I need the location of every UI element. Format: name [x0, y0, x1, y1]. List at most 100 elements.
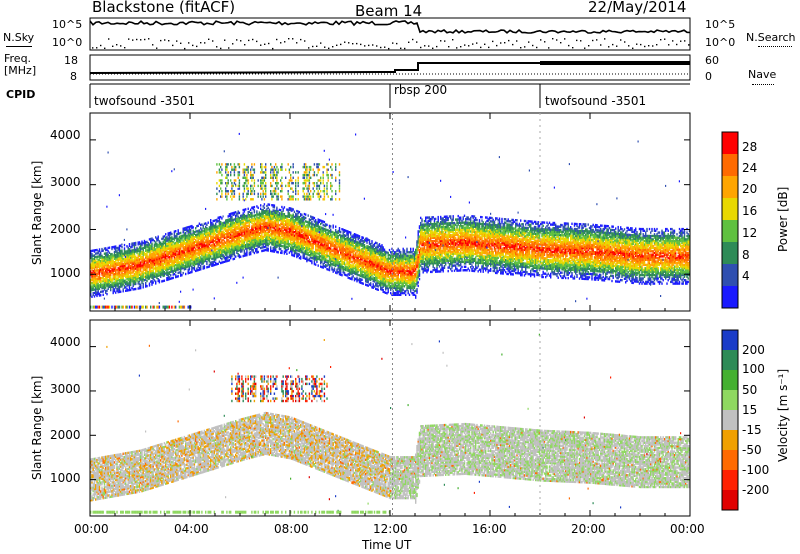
- power-cell: [323, 224, 324, 226]
- power-cell: [229, 240, 230, 242]
- power-cell: [324, 187, 325, 189]
- power-cell: [306, 224, 307, 226]
- power-cell: [200, 265, 201, 267]
- power-speck: [174, 168, 175, 170]
- power-cell: [261, 226, 262, 228]
- power-cell: [258, 213, 259, 215]
- power-cell: [244, 214, 245, 216]
- power-cell: [98, 269, 99, 271]
- power-cell: [318, 218, 319, 220]
- noise-search-dot: [572, 47, 573, 48]
- power-cell: [164, 280, 165, 282]
- power-cell: [149, 243, 150, 245]
- power-cell: [123, 258, 124, 260]
- power-cell: [290, 187, 291, 189]
- power-cell: [274, 193, 275, 195]
- power-cell: [281, 226, 282, 228]
- power-cell: [226, 166, 227, 168]
- power-cell: [314, 163, 315, 165]
- noise-search-dot: [484, 44, 485, 45]
- power-cell: [94, 292, 95, 294]
- power-cell: [271, 195, 272, 197]
- power-cell: [330, 185, 331, 187]
- power-cell: [144, 279, 145, 281]
- power-cell: [263, 250, 264, 252]
- power-cell: [295, 198, 296, 200]
- power-cell: [313, 251, 314, 253]
- power-cell: [278, 195, 279, 197]
- power-cell: [219, 216, 220, 218]
- power-cell: [193, 230, 194, 232]
- power-cell: [298, 193, 299, 195]
- power-cell: [318, 163, 319, 165]
- power-cell: [220, 195, 221, 197]
- power-cell: [130, 250, 131, 252]
- power-cell: [305, 225, 306, 227]
- power-cell: [319, 185, 320, 187]
- power-cell: [238, 231, 239, 233]
- power-speck: [293, 191, 294, 193]
- power-cell: [233, 195, 234, 197]
- power-cell: [169, 256, 170, 258]
- power-cell: [288, 209, 289, 211]
- noise-search-dot: [200, 42, 201, 43]
- noise-search-dot: [124, 47, 125, 48]
- power-cell: [143, 242, 144, 244]
- noise-search-dot: [604, 38, 605, 39]
- power-cell: [216, 234, 217, 236]
- power-cell: [109, 265, 110, 267]
- power-cell: [250, 219, 251, 221]
- power-cell: [200, 248, 201, 250]
- power-cell: [304, 171, 305, 173]
- power-cell: [105, 252, 106, 254]
- power-cell: [188, 306, 189, 309]
- power-cell: [269, 209, 270, 211]
- noise-search-dot: [640, 44, 641, 45]
- power-cell: [215, 245, 216, 247]
- power-cell: [156, 306, 157, 309]
- power-cell: [220, 179, 221, 181]
- power-cell: [271, 185, 272, 187]
- power-cell: [314, 190, 315, 192]
- power-cell: [223, 249, 224, 251]
- noise-search-dot: [520, 47, 521, 48]
- power-cell: [245, 244, 246, 246]
- power-cell: [168, 272, 169, 274]
- power-cell: [239, 212, 240, 214]
- power-cell: [306, 195, 307, 197]
- noise-search-dot: [336, 45, 337, 46]
- power-cell: [311, 216, 312, 218]
- power-cell: [246, 166, 247, 168]
- power-cell: [201, 258, 202, 260]
- noise-search-dot: [512, 44, 513, 45]
- power-cell: [211, 261, 212, 263]
- power-cell: [296, 213, 297, 215]
- power-cell: [239, 195, 240, 197]
- power-cell: [169, 276, 170, 278]
- power-cell: [279, 209, 280, 211]
- power-cell: [129, 243, 130, 245]
- power-cell: [208, 266, 209, 268]
- power-cell: [214, 240, 215, 242]
- power-cell: [114, 281, 115, 283]
- power-cell: [250, 177, 251, 179]
- noise-search-dot: [488, 47, 489, 48]
- noise-search-dot: [312, 46, 313, 47]
- power-cell: [151, 270, 152, 272]
- power-cell: [203, 230, 204, 232]
- power-cell: [178, 272, 179, 274]
- power-cell: [304, 216, 305, 218]
- noise-search-dot: [128, 38, 129, 39]
- power-cell: [124, 244, 125, 246]
- power-cell: [241, 238, 242, 240]
- power-cell: [293, 208, 294, 210]
- power-cell: [309, 182, 310, 184]
- power-cell: [221, 169, 222, 171]
- power-cell: [159, 279, 160, 281]
- noise-search-dot: [596, 39, 597, 40]
- power-cell: [278, 193, 279, 195]
- power-cell: [188, 229, 189, 231]
- power-cell: [229, 259, 230, 261]
- power-cell: [146, 241, 147, 243]
- power-cell: [273, 195, 274, 197]
